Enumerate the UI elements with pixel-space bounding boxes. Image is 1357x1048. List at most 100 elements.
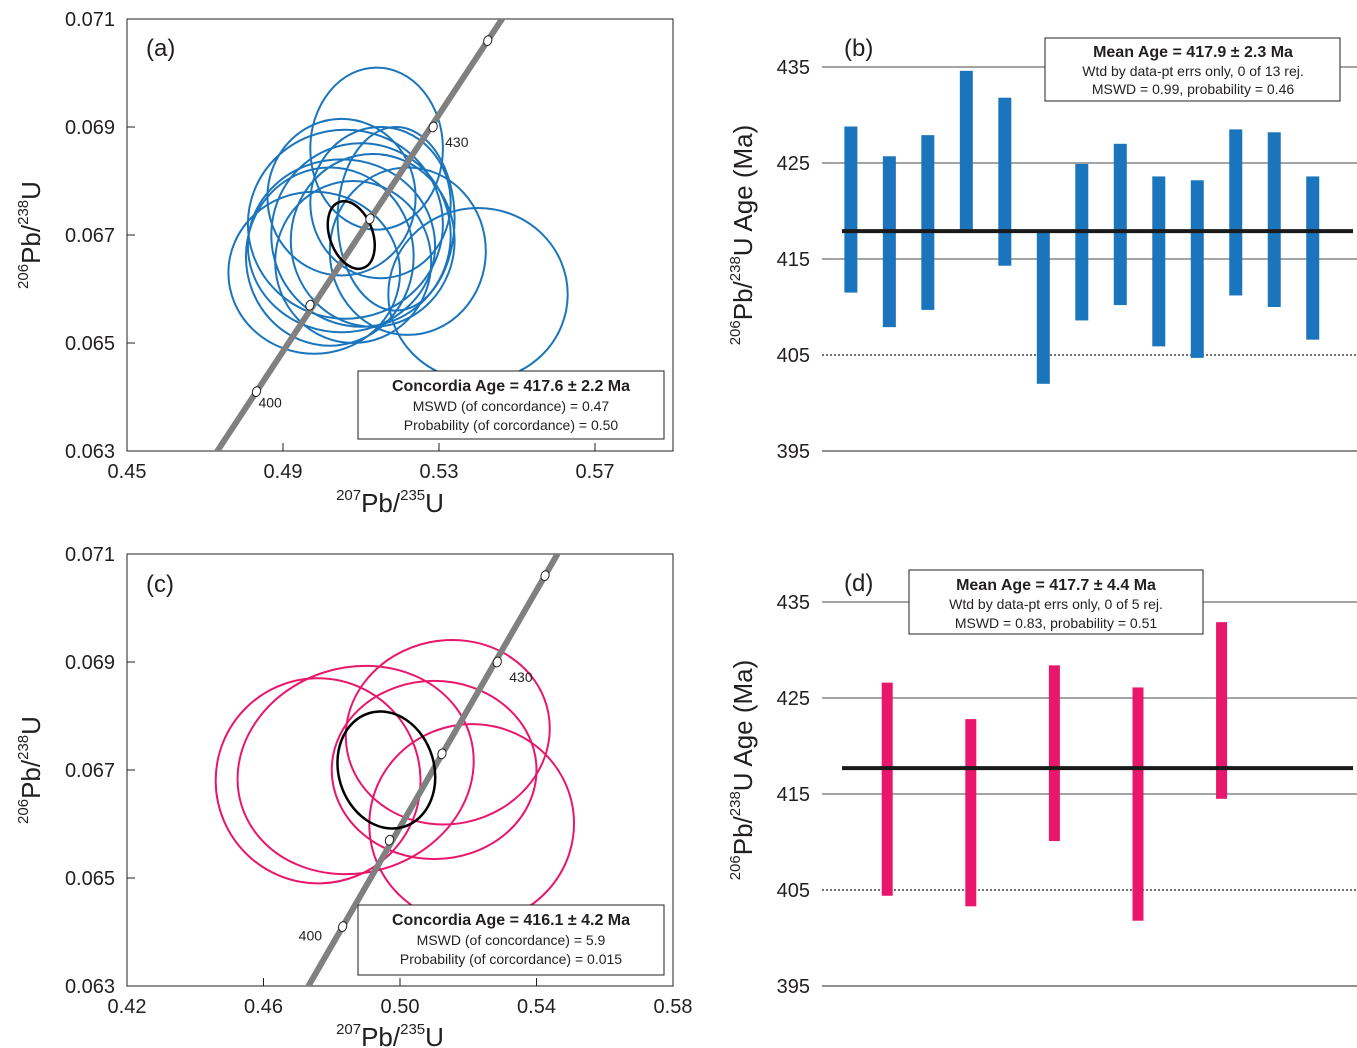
y-tick-label: 0.069	[65, 117, 115, 139]
y-title-base2: U Age (Ma)	[728, 660, 758, 792]
y-tick-label: 0.063	[65, 976, 115, 998]
y-tick-label: 435	[777, 592, 810, 614]
info-box-line2: MSWD = 0.99, probability = 0.46	[1092, 81, 1295, 97]
data-ellipse	[266, 117, 417, 277]
info-box-title: Mean Age = 417.7 ± 4.4 Ma	[956, 577, 1156, 594]
age-bar	[921, 135, 935, 310]
y-axis-title: 206Pb/238U Age (Ma)	[727, 125, 758, 346]
info-box-frame	[357, 904, 665, 976]
data-ellipse	[328, 166, 487, 336]
data-ellipse	[214, 677, 422, 885]
data-ellipse	[246, 158, 437, 334]
info-box-line2: Probability (of corcordance) = 0.015	[400, 951, 622, 967]
age-bars	[844, 70, 1320, 384]
x-title-sup2: 235	[400, 1021, 425, 1038]
age-bar	[882, 156, 896, 328]
age-bars	[881, 622, 1228, 921]
y-tick-label: 395	[777, 441, 810, 463]
y-ticks: 0.063 0.065 0.067 0.069 0.071	[65, 544, 135, 998]
concordia-age-label: 400	[258, 395, 282, 411]
data-ellipse	[246, 128, 444, 320]
y-axis-title: 206Pb/238U	[15, 716, 46, 824]
y-tick-label: 0.071	[65, 9, 115, 31]
y-title-base1: Pb/	[16, 759, 46, 799]
y-tick-label: 0.063	[65, 441, 115, 463]
x-tick-label: 0.57	[576, 461, 615, 483]
age-bar	[1229, 129, 1243, 296]
info-box-title: Concordia Age = 417.6 ± 2.2 Ma	[392, 378, 630, 395]
age-bar	[1306, 176, 1320, 340]
info-box-line1: Wtd by data-pt errs only, 0 of 13 rej.	[1082, 63, 1304, 79]
concordia-age-marker	[483, 35, 493, 46]
y-title-base2: U Age (Ma)	[728, 125, 758, 257]
y-title-base1: Pb/	[728, 815, 758, 855]
y-ticks: 395 405 415 425 435	[777, 57, 810, 463]
concordia-age-label: 430	[509, 669, 533, 685]
x-tick-label: 0.54	[517, 996, 556, 1018]
y-axis-title: 206Pb/238U Age (Ma)	[727, 660, 758, 881]
y-title-sup2: 238	[727, 256, 744, 281]
y-title-base2: U	[16, 716, 46, 735]
concordia-age-marker	[492, 656, 502, 668]
y-tick-label: 395	[777, 976, 810, 998]
concordia-age-ellipse-shape	[326, 199, 376, 271]
info-box-line2: MSWD = 0.83, probability = 0.51	[955, 615, 1158, 631]
data-ellipse	[344, 638, 551, 826]
x-ticks: 0.42 0.46 0.50 0.54 0.58	[108, 978, 692, 1018]
info-box: Mean Age = 417.9 ± 2.3 Ma Wtd by data-pt…	[1044, 37, 1341, 102]
y-title-sup1: 206	[727, 855, 744, 880]
panel-d-weighted-mean: 395 405 415 425 435 (d) Mean Age = 417.7 ± 4…	[727, 569, 1357, 998]
x-title-base1: Pb/	[361, 1022, 401, 1048]
y-title-base1: Pb/	[16, 224, 46, 264]
info-box-frame	[357, 370, 665, 440]
concordia-curve	[213, 19, 506, 451]
info-box-line1: MSWD (of concordance) = 0.47	[413, 398, 610, 414]
y-ticks: 0.063 0.065 0.067 0.069 0.071	[65, 9, 135, 463]
y-title-sup1: 206	[15, 799, 32, 824]
concordia-age-marker	[338, 921, 348, 932]
y-tick-label: 405	[777, 345, 810, 367]
x-ticks: 0.45 0.49 0.53 0.57	[108, 443, 615, 483]
info-box-line2: Probability (of corcordance) = 0.50	[404, 417, 619, 433]
concordia-age-label: 430	[445, 134, 469, 150]
info-box-frame	[908, 569, 1204, 635]
data-ellipse	[236, 664, 475, 876]
y-title-sup1: 206	[15, 264, 32, 289]
concordia-age-marker	[540, 570, 550, 581]
info-box-title: Concordia Age = 416.1 ± 4.2 Ma	[392, 912, 630, 929]
x-title-sup2: 235	[400, 487, 425, 504]
y-title-base1: Pb/	[728, 280, 758, 320]
concordia-age-marker	[365, 213, 375, 225]
x-title-base1: Pb/	[361, 488, 401, 518]
data-ellipse	[387, 207, 569, 382]
data-ellipse	[330, 679, 538, 861]
y-tick-label: 405	[777, 880, 810, 902]
panel-label: (a)	[146, 35, 175, 62]
age-bar	[1036, 230, 1050, 384]
panel-label: (b)	[844, 35, 873, 62]
concordia-line	[213, 19, 506, 451]
y-tick-label: 425	[777, 153, 810, 175]
age-bar	[965, 719, 977, 907]
age-bar	[881, 682, 893, 896]
x-tick-label: 0.42	[108, 996, 147, 1018]
x-title-sup1: 207	[336, 1021, 361, 1038]
x-axis-title: 207Pb/235U	[336, 1021, 444, 1048]
y-title-base2: U	[16, 181, 46, 200]
age-bar	[1048, 665, 1060, 842]
y-tick-label: 0.071	[65, 544, 115, 566]
x-axis-title: 207Pb/235U	[336, 487, 444, 518]
y-tick-label: 0.065	[65, 333, 115, 355]
x-tick-label: 0.50	[381, 996, 420, 1018]
concordia-age-ellipse: 400 430	[251, 35, 493, 411]
data-ellipse	[309, 126, 452, 280]
y-tick-label: 415	[777, 249, 810, 271]
y-title-sup2: 238	[15, 735, 32, 760]
panel-label: (c)	[146, 571, 174, 598]
data-ellipse	[309, 66, 444, 231]
age-bar	[1075, 163, 1089, 321]
y-tick-label: 0.065	[65, 868, 115, 890]
concordia-line	[304, 554, 561, 986]
x-tick-label: 0.53	[420, 461, 459, 483]
